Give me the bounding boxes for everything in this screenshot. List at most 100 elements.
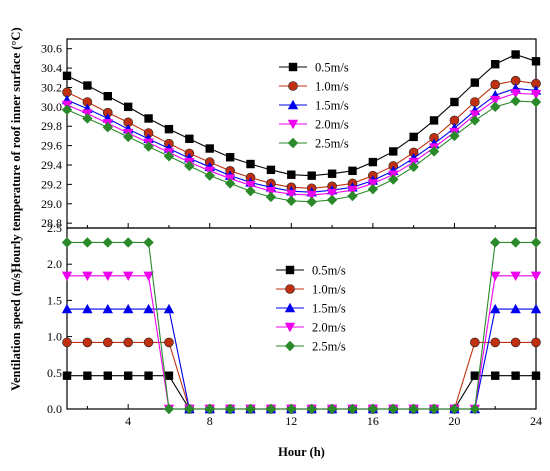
- data-point: [491, 371, 500, 380]
- data-point: [185, 134, 194, 144]
- data-point: [224, 403, 236, 415]
- data-point: [164, 371, 174, 380]
- data-point: [245, 403, 256, 415]
- data-point: [511, 371, 520, 380]
- data-point: [286, 403, 297, 415]
- data-point: [428, 146, 440, 157]
- y-axis-label-ventilation: Ventilation speed (m/s): [9, 269, 23, 391]
- data-point: [490, 237, 501, 248]
- data-point: [510, 271, 521, 281]
- data-point: [469, 110, 481, 120]
- data-point: [62, 337, 72, 348]
- y-tick-label: 30.4: [41, 61, 62, 75]
- y-tick-label: 28.8: [41, 216, 62, 230]
- legend-marker: [285, 284, 295, 294]
- data-point: [61, 271, 73, 281]
- y-tick-label: 2.5: [47, 221, 62, 235]
- data-point: [62, 71, 72, 81]
- series-line: [66, 53, 537, 177]
- data-point: [490, 271, 501, 281]
- data-point: [184, 403, 195, 415]
- x-tick-label: 8: [207, 414, 213, 428]
- data-point: [388, 403, 399, 415]
- data-point: [409, 132, 418, 142]
- ventilation-panel: 0.0 0.5 1.0 1.5 2.0 2.5 4 8 12 16 20 24 0.5m/s 1.0m/s…: [47, 221, 542, 428]
- data-point: [82, 271, 93, 281]
- data-point: [326, 194, 338, 206]
- data-point: [449, 130, 460, 142]
- data-point: [348, 166, 357, 176]
- legend-label: 2.0m/s: [312, 321, 346, 335]
- data-point: [143, 237, 154, 248]
- data-point: [490, 337, 501, 348]
- data-point: [123, 337, 133, 348]
- legend-marker: [284, 322, 296, 333]
- data-point: [82, 303, 93, 314]
- data-point: [245, 185, 256, 197]
- data-point: [531, 337, 541, 348]
- legend-label: 2.5m/s: [315, 137, 349, 151]
- y-tick-label: 30.0: [41, 100, 62, 114]
- legend-marker: [285, 265, 295, 275]
- legend-label: 2.5m/s: [312, 340, 346, 354]
- data-point: [347, 186, 358, 196]
- data-point: [469, 403, 481, 415]
- data-point: [530, 303, 542, 314]
- data-point: [510, 95, 521, 107]
- legend-label: 0.5m/s: [312, 264, 346, 278]
- data-point: [389, 147, 398, 156]
- series-line: [67, 241, 536, 410]
- data-point: [490, 303, 501, 314]
- data-point: [245, 181, 256, 191]
- temperature-panel: 28.8 29.0 29.2 29.4 29.6 29.8 30.0 30.2 30.4 30.6…: [41, 38, 542, 230]
- series-line: [66, 100, 537, 203]
- data-point: [123, 371, 133, 380]
- data-point: [326, 403, 338, 415]
- data-point: [61, 303, 73, 314]
- data-point: [408, 403, 419, 415]
- data-point: [530, 96, 542, 108]
- series-line: [67, 308, 536, 410]
- data-point: [265, 403, 277, 415]
- data-point: [82, 113, 93, 124]
- y-tick-label: 30.2: [41, 80, 62, 94]
- data-point: [428, 403, 440, 415]
- data-point: [429, 116, 439, 125]
- data-point: [224, 178, 236, 189]
- data-point: [61, 104, 73, 115]
- data-point: [225, 153, 235, 162]
- legend-label: 0.5m/s: [315, 61, 349, 75]
- series-line: [66, 87, 537, 193]
- data-point: [205, 144, 214, 153]
- data-point: [204, 403, 215, 415]
- data-point: [204, 170, 215, 181]
- data-point: [490, 101, 501, 113]
- y-tick-label: 30.6: [41, 42, 62, 56]
- data-point: [326, 188, 338, 199]
- data-point: [470, 371, 480, 380]
- data-point: [347, 190, 358, 202]
- legend-marker: [288, 62, 298, 72]
- data-point: [510, 337, 521, 348]
- data-point: [368, 157, 378, 167]
- x-tick-label: 4: [125, 414, 131, 428]
- data-point: [530, 90, 542, 100]
- data-point: [246, 159, 255, 169]
- data-point: [469, 115, 481, 126]
- y-tick-label: 29.8: [41, 119, 62, 133]
- data-point: [102, 122, 113, 133]
- data-point: [61, 237, 73, 248]
- legend-label: 1.0m/s: [315, 80, 349, 94]
- data-point: [163, 151, 175, 162]
- y-tick-label: 0.0: [47, 402, 62, 416]
- y-tick-label: 0.5: [47, 366, 62, 380]
- data-point: [286, 189, 297, 200]
- x-tick-label: 12: [285, 414, 297, 428]
- data-point: [122, 271, 134, 281]
- data-point: [164, 124, 174, 134]
- data-point: [490, 79, 501, 90]
- legend-label: 1.5m/s: [312, 302, 346, 316]
- legend-marker: [284, 340, 296, 352]
- data-point: [491, 60, 500, 69]
